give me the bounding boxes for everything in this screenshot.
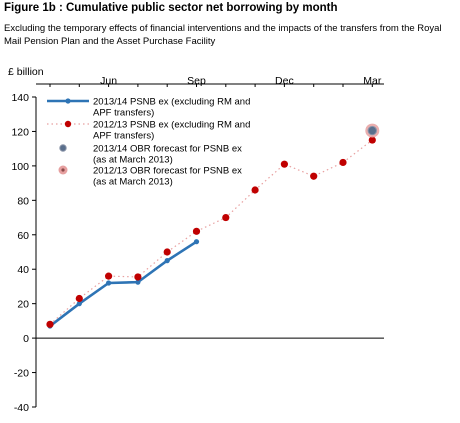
x-tick-label: Sep	[187, 75, 206, 87]
y-axis-label: £ billion	[8, 66, 44, 78]
legend-label: (as at March 2013)	[93, 177, 173, 188]
y-tick-label: -40	[14, 402, 29, 414]
x-tick-label: Jun	[100, 75, 117, 87]
data-point	[106, 280, 112, 286]
legend-swatch-marker	[59, 144, 67, 152]
y-tick-label: 140	[11, 92, 29, 104]
legend-label: (as at March 2013)	[93, 155, 173, 166]
data-point	[193, 239, 200, 245]
chart-axes: 140 120 100 80 60 40 20 0 -20 -40 Jun Sep Dec Mar	[11, 75, 384, 414]
legend-label: 2013/14 OBR forecast for PSNB ex	[93, 144, 242, 155]
y-tick-label: -20	[14, 368, 29, 380]
data-point	[251, 186, 259, 194]
figure-subtitle: Excluding the temporary effects of finan…	[4, 23, 442, 47]
series-1	[47, 239, 200, 329]
data-point	[46, 320, 54, 328]
series-line	[49, 240, 198, 328]
series-3-marker	[367, 125, 377, 136]
data-point	[310, 172, 318, 180]
x-tick-label: Dec	[275, 75, 294, 87]
data-point	[76, 301, 82, 307]
data-point	[222, 213, 230, 222]
series-2	[46, 136, 376, 328]
data-point	[280, 160, 288, 168]
data-point	[75, 294, 83, 303]
y-tick-label: 60	[17, 230, 29, 242]
legend-swatch-marker	[65, 98, 71, 104]
legend-label: APF transfers)	[93, 108, 154, 119]
y-tick-label: 100	[11, 161, 29, 173]
data-point	[134, 273, 142, 281]
data-point	[164, 258, 170, 264]
legend-label: 2012/13 OBR forecast for PSNB ex	[93, 166, 242, 177]
legend-label: 2013/14 PSNB ex (excluding RM and	[93, 97, 250, 108]
data-point	[135, 279, 141, 285]
data-point	[105, 272, 113, 280]
data-point	[368, 136, 376, 144]
figure-title: Figure 1b : Cumulative public sector net…	[4, 2, 338, 14]
data-point	[192, 227, 201, 235]
legend-swatch-center	[61, 168, 65, 172]
y-tick-label: 80	[17, 195, 29, 207]
y-tick-label: 120	[11, 126, 29, 138]
series-layer	[46, 123, 380, 329]
legend-item-3: 2013/14 OBR forecast for PSNB ex(as at M…	[59, 144, 242, 166]
y-tick-label: 20	[17, 299, 29, 311]
legend-item-4: 2012/13 OBR forecast for PSNB ex(as at M…	[58, 165, 242, 188]
y-tick-label: 0	[23, 333, 29, 345]
legend-label: 2012/13 PSNB ex (excluding RM and	[93, 120, 250, 131]
x-tick-label: Mar	[363, 75, 382, 87]
y-tick-label: 40	[17, 264, 29, 276]
data-point	[367, 125, 377, 136]
legend-swatch-marker	[64, 120, 72, 128]
legend-label: APF transfers)	[93, 131, 154, 142]
data-point	[339, 158, 347, 167]
data-point	[163, 248, 171, 256]
